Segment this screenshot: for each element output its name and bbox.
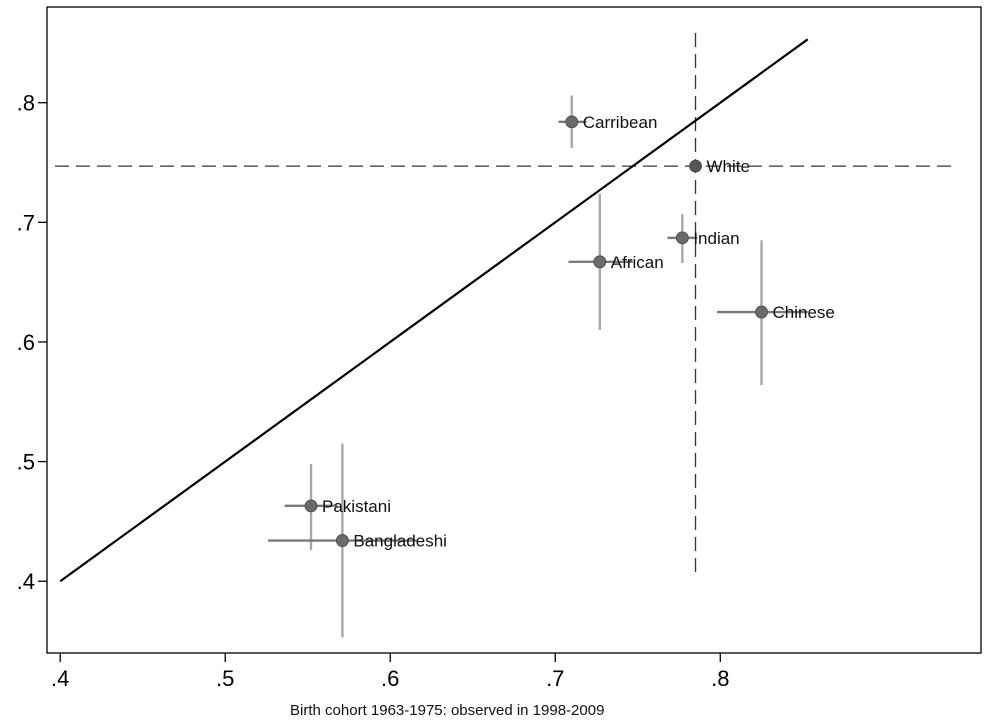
y-tick-label: .5 <box>17 450 35 475</box>
plot-area-border <box>46 6 982 654</box>
point-label-pakistani: Pakistani <box>322 497 391 516</box>
x-tick-label: .7 <box>546 666 564 691</box>
axis-ticks: .4 .5 .6 .7 .8 .4 .5 .6 .7 .8 <box>17 91 730 691</box>
data-point-white <box>689 159 702 173</box>
x-axis-title: Birth cohort 1963-1975: observed in 1998… <box>290 702 604 719</box>
y-tick-label: .4 <box>17 569 35 594</box>
y-tick-label: .6 <box>17 330 35 355</box>
diagonal-45-line <box>59 38 809 583</box>
x-tick-label: .6 <box>381 666 399 691</box>
y-tick-label: .8 <box>17 91 35 116</box>
point-label-chinese: Chinese <box>773 303 835 322</box>
x-tick-label: .4 <box>51 666 69 691</box>
point-label-carribean: Carribean <box>583 113 658 132</box>
y-tick-label: .7 <box>17 210 35 235</box>
data-point-pakistani <box>304 499 318 513</box>
point-labels: Carribean White Indian African Chinese Pakist… <box>322 113 835 551</box>
data-point-african <box>593 255 607 269</box>
point-label-bangladeshi: Bangladeshi <box>353 532 447 551</box>
data-point-chinese <box>755 305 768 319</box>
data-point-carribean <box>565 115 579 129</box>
point-label-african: African <box>611 253 664 272</box>
plot-frame <box>46 6 982 654</box>
point-label-white: White <box>707 157 750 176</box>
point-label-indian: Indian <box>693 229 739 248</box>
data-point-indian <box>675 231 689 245</box>
reference-lines <box>55 33 957 583</box>
x-tick-label: .8 <box>711 666 729 691</box>
data-points <box>304 115 768 547</box>
error-bars <box>268 95 808 638</box>
x-tick-label: .5 <box>216 666 234 691</box>
data-point-bangladeshi <box>335 534 349 547</box>
